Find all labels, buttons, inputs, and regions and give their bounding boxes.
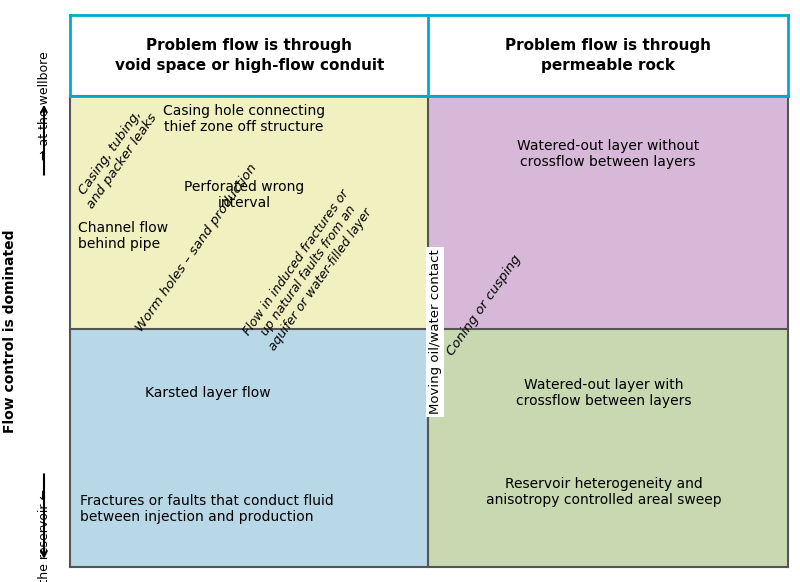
Text: Flow in induced fractures or
up natural faults from an
aquifer or water-filled l: Flow in induced fractures or up natural … — [240, 187, 376, 354]
Text: Watered-out layer with
crossflow between layers: Watered-out layer with crossflow between… — [516, 378, 692, 408]
Text: Karsted layer flow: Karsted layer flow — [145, 386, 271, 400]
Text: Problem flow is through
permeable rock: Problem flow is through permeable rock — [505, 38, 711, 73]
Text: Worm holes – sand production: Worm holes – sand production — [133, 161, 259, 333]
Text: Problem flow is through
void space or high-flow conduit: Problem flow is through void space or hi… — [114, 38, 384, 73]
Text: Reservoir heterogeneity and
anisotropy controlled areal sweep: Reservoir heterogeneity and anisotropy c… — [486, 477, 722, 507]
Text: Channel flow
behind pipe: Channel flow behind pipe — [78, 221, 169, 251]
Text: Casing hole connecting
thief zone off structure: Casing hole connecting thief zone off st… — [163, 104, 325, 134]
Text: Moving oil/water contact: Moving oil/water contact — [429, 249, 442, 414]
Bar — [70, 96, 428, 329]
Text: Fractures or faults that conduct fluid
between injection and production: Fractures or faults that conduct fluid b… — [80, 494, 334, 524]
Text: Perforated wrong
interval: Perforated wrong interval — [184, 180, 304, 210]
Text: Flow control is dominated: Flow control is dominated — [2, 230, 17, 434]
Text: in the reservoir ←: in the reservoir ← — [38, 489, 50, 582]
Bar — [428, 96, 788, 329]
Text: Coning or cusping: Coning or cusping — [445, 253, 523, 359]
Bar — [70, 329, 428, 567]
Text: → at the wellbore: → at the wellbore — [38, 51, 50, 160]
Bar — [428, 329, 788, 567]
Text: Watered-out layer without
crossflow between layers: Watered-out layer without crossflow betw… — [517, 139, 699, 169]
Text: Casing, tubing,
and packer leaks: Casing, tubing, and packer leaks — [72, 103, 160, 211]
